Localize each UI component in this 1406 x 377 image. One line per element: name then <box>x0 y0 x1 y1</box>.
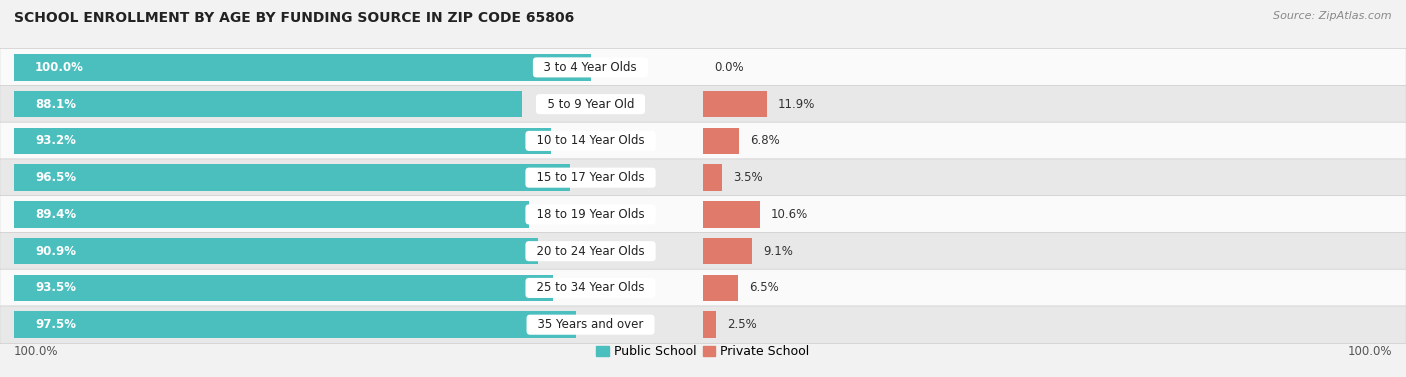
Text: 3 to 4 Year Olds: 3 to 4 Year Olds <box>537 61 644 74</box>
Bar <box>703 164 721 191</box>
Bar <box>703 201 759 228</box>
Text: 10 to 14 Year Olds: 10 to 14 Year Olds <box>529 135 652 147</box>
Bar <box>14 311 576 338</box>
Text: 11.9%: 11.9% <box>778 98 815 110</box>
Bar <box>14 128 551 154</box>
Bar <box>14 164 571 191</box>
Text: 0.0%: 0.0% <box>714 61 744 74</box>
Bar <box>703 311 717 338</box>
Text: Source: ZipAtlas.com: Source: ZipAtlas.com <box>1274 11 1392 21</box>
FancyBboxPatch shape <box>0 122 1406 159</box>
FancyBboxPatch shape <box>0 233 1406 270</box>
Text: 6.8%: 6.8% <box>751 135 780 147</box>
FancyBboxPatch shape <box>0 159 1406 196</box>
Text: 100.0%: 100.0% <box>14 345 59 358</box>
FancyBboxPatch shape <box>0 86 1406 123</box>
Legend: Public School, Private School: Public School, Private School <box>592 340 814 363</box>
FancyBboxPatch shape <box>0 269 1406 307</box>
FancyBboxPatch shape <box>0 49 1406 86</box>
Text: 3.5%: 3.5% <box>733 171 762 184</box>
Text: 25 to 34 Year Olds: 25 to 34 Year Olds <box>529 282 652 294</box>
Text: 10.6%: 10.6% <box>770 208 808 221</box>
Bar <box>14 201 530 228</box>
Text: SCHOOL ENROLLMENT BY AGE BY FUNDING SOURCE IN ZIP CODE 65806: SCHOOL ENROLLMENT BY AGE BY FUNDING SOUR… <box>14 11 574 25</box>
Text: 18 to 19 Year Olds: 18 to 19 Year Olds <box>529 208 652 221</box>
FancyBboxPatch shape <box>0 196 1406 233</box>
Text: 88.1%: 88.1% <box>35 98 76 110</box>
Text: 100.0%: 100.0% <box>35 61 84 74</box>
Text: 9.1%: 9.1% <box>763 245 793 257</box>
Text: 6.5%: 6.5% <box>749 282 779 294</box>
Text: 2.5%: 2.5% <box>728 318 758 331</box>
Bar <box>14 91 522 117</box>
Bar <box>14 275 553 301</box>
Bar <box>703 91 766 117</box>
Text: 96.5%: 96.5% <box>35 171 76 184</box>
Bar <box>703 275 738 301</box>
Text: 35 Years and over: 35 Years and over <box>530 318 651 331</box>
Text: 97.5%: 97.5% <box>35 318 76 331</box>
Text: 5 to 9 Year Old: 5 to 9 Year Old <box>540 98 641 110</box>
Text: 90.9%: 90.9% <box>35 245 76 257</box>
Bar <box>14 54 591 81</box>
Text: 15 to 17 Year Olds: 15 to 17 Year Olds <box>529 171 652 184</box>
Text: 89.4%: 89.4% <box>35 208 76 221</box>
Bar <box>14 238 538 264</box>
Bar <box>703 238 752 264</box>
Text: 93.5%: 93.5% <box>35 282 76 294</box>
Bar <box>703 128 740 154</box>
Text: 20 to 24 Year Olds: 20 to 24 Year Olds <box>529 245 652 257</box>
Text: 93.2%: 93.2% <box>35 135 76 147</box>
FancyBboxPatch shape <box>0 306 1406 343</box>
Text: 100.0%: 100.0% <box>1347 345 1392 358</box>
